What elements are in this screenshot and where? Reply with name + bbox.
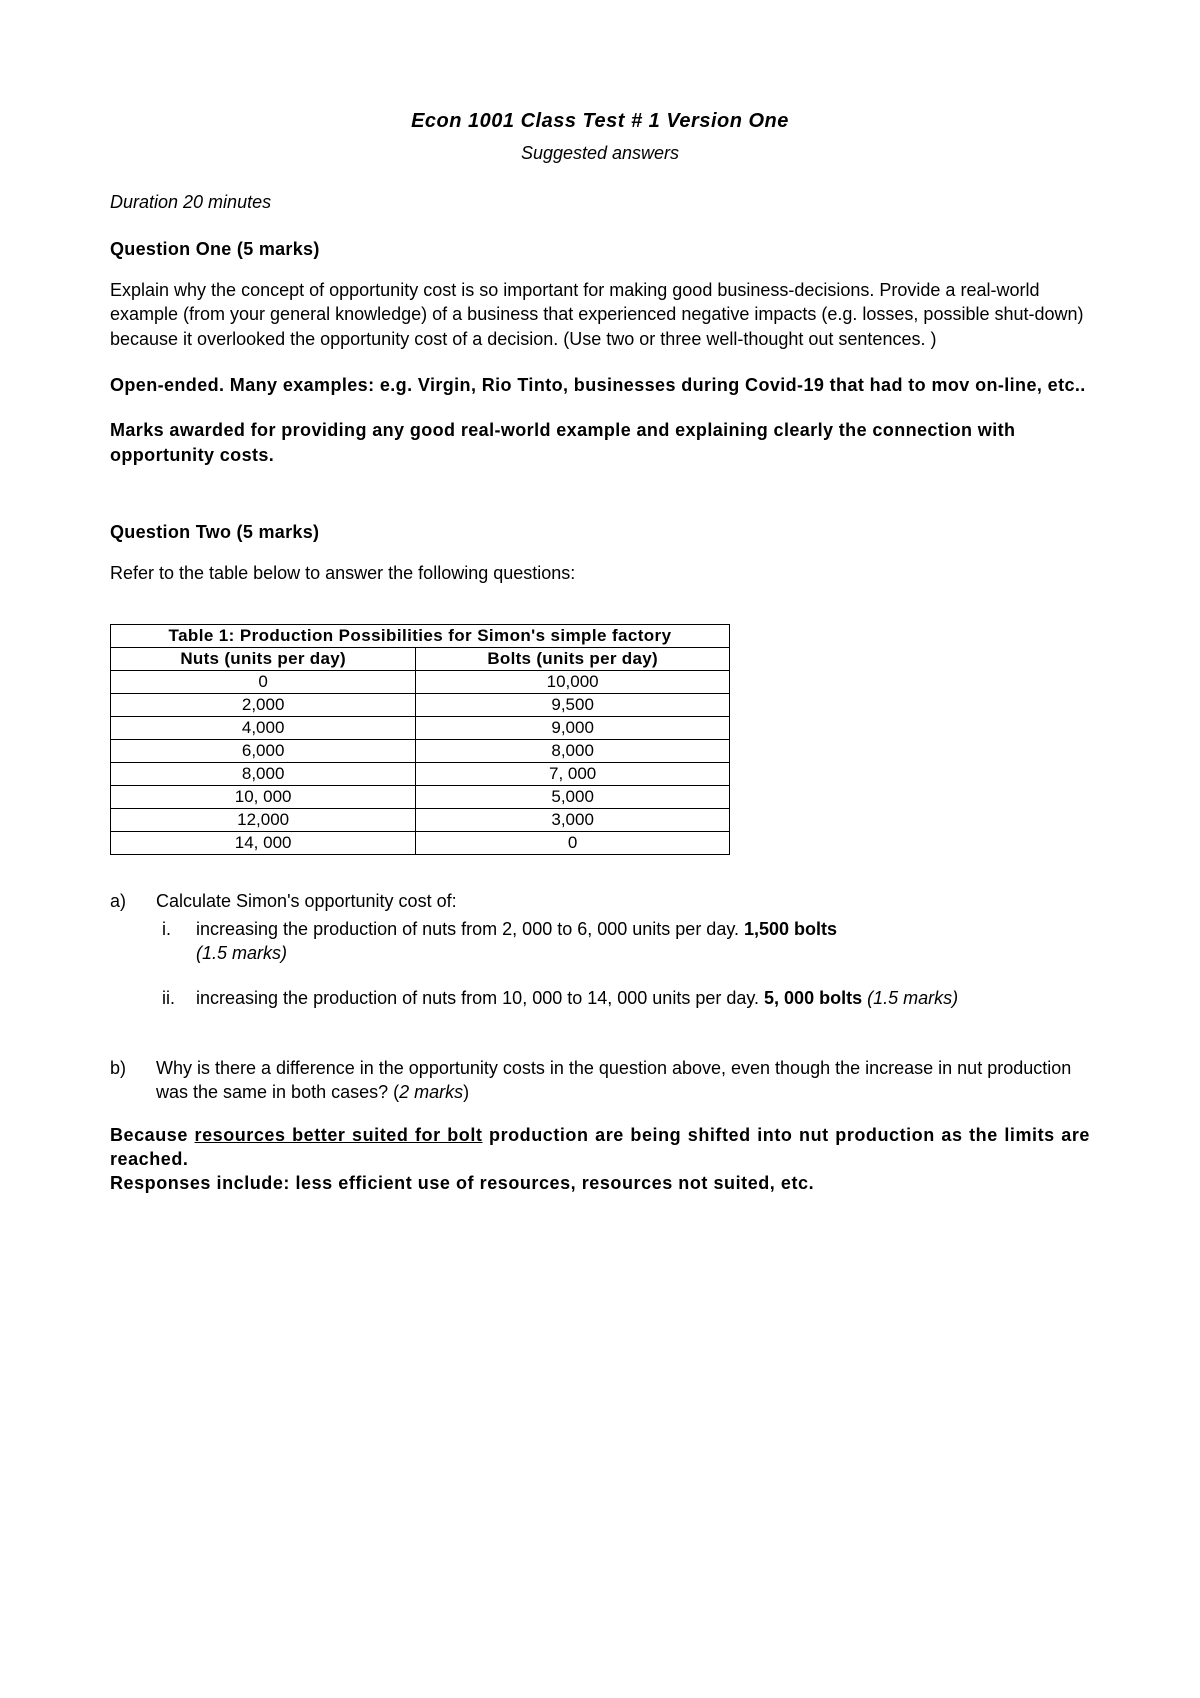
q2a-i: i. increasing the production of nuts fro…	[156, 917, 1090, 966]
page-subtitle: Suggested answers	[110, 143, 1090, 164]
q1-answer-1: Open-ended. Many examples: e.g. Virgin, …	[110, 373, 1090, 398]
table-row: 10, 0005,000	[111, 785, 730, 808]
table-row: 14, 0000	[111, 831, 730, 854]
table-row: 6,0008,000	[111, 739, 730, 762]
production-table: Table 1: Production Possibilities for Si…	[110, 624, 730, 855]
q1-text: Explain why the concept of opportunity c…	[110, 278, 1090, 351]
q2b-label: b)	[110, 1056, 156, 1105]
table-row: 010,000	[111, 670, 730, 693]
q2a-i-text: increasing the production of nuts from 2…	[196, 917, 1090, 966]
duration-text: Duration 20 minutes	[110, 192, 1090, 213]
q2a-ii-roman: ii.	[156, 986, 196, 1010]
q2a-ii-text: increasing the production of nuts from 1…	[196, 986, 1090, 1010]
table-col-bolts: Bolts (units per day)	[416, 647, 730, 670]
table-col-nuts: Nuts (units per day)	[111, 647, 416, 670]
table-row: 12,0003,000	[111, 808, 730, 831]
q2a-lead: Calculate Simon's opportunity cost of:	[156, 889, 1090, 913]
table-row: 8,0007, 000	[111, 762, 730, 785]
table-title: Table 1: Production Possibilities for Si…	[111, 624, 730, 647]
q2b-text: Why is there a difference in the opportu…	[156, 1056, 1090, 1105]
q2a-label: a)	[110, 889, 156, 1030]
q2a: a) Calculate Simon's opportunity cost of…	[110, 889, 1090, 1030]
table-row: 4,0009,000	[111, 716, 730, 739]
q1-answer-2: Marks awarded for providing any good rea…	[110, 418, 1090, 468]
q2a-ii: ii. increasing the production of nuts fr…	[156, 986, 1090, 1010]
table-row: 2,0009,500	[111, 693, 730, 716]
page-title: Econ 1001 Class Test # 1 Version One	[110, 110, 1090, 133]
q2-heading: Question Two (5 marks)	[110, 522, 1090, 543]
q2b: b) Why is there a difference in the oppo…	[110, 1056, 1090, 1105]
document-page: Econ 1001 Class Test # 1 Version One Sug…	[0, 0, 1200, 1275]
q2b-answer: Because resources better suited for bolt…	[110, 1123, 1090, 1196]
q2-intro: Refer to the table below to answer the f…	[110, 561, 1090, 585]
q1-heading: Question One (5 marks)	[110, 239, 1090, 260]
q2a-i-roman: i.	[156, 917, 196, 966]
